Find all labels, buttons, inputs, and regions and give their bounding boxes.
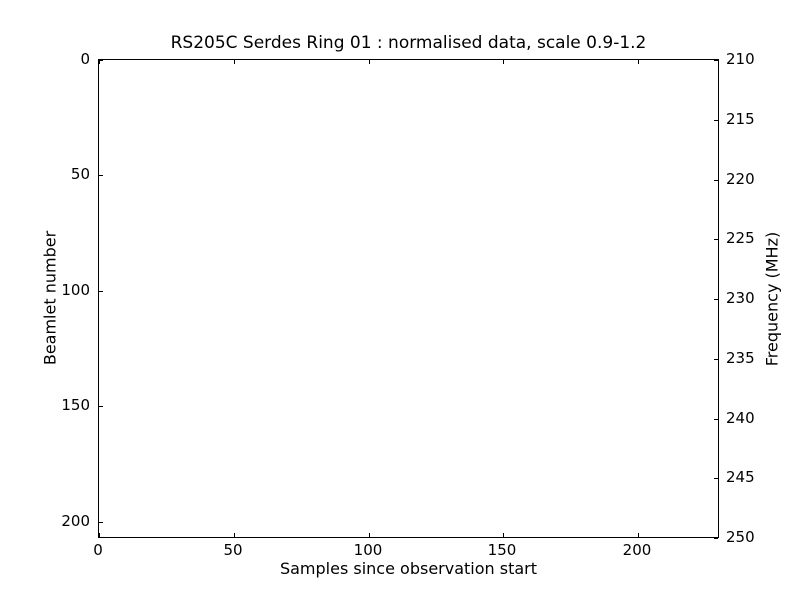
tick-mark [714, 239, 718, 240]
tick-mark [369, 533, 370, 537]
tick-mark [234, 60, 235, 64]
tick-mark [503, 533, 504, 537]
tick-mark [234, 533, 235, 537]
tick-mark [638, 533, 639, 537]
y-right-tick-label: 210 [726, 50, 755, 68]
y-right-tick-label: 230 [726, 289, 755, 307]
x-tick-label: 0 [93, 541, 103, 559]
x-tick-label: 200 [622, 541, 652, 559]
y-left-tick-label: 150 [61, 396, 90, 414]
y-right-tick-label: 250 [726, 528, 755, 546]
tick-mark [714, 478, 718, 479]
tick-mark [714, 419, 718, 420]
tick-mark [99, 60, 100, 64]
tick-mark [369, 60, 370, 64]
y-right-tick-label: 235 [726, 349, 755, 367]
tick-mark [503, 60, 504, 64]
y-right-tick-label: 220 [726, 170, 755, 188]
tick-mark [638, 60, 639, 64]
tick-mark [714, 180, 718, 181]
y-left-tick-label: 200 [61, 512, 90, 530]
tick-mark [714, 60, 718, 61]
x-tick-label: 50 [223, 541, 243, 559]
tick-mark [99, 60, 103, 61]
y-right-tick-label: 215 [726, 110, 755, 128]
tick-mark [99, 175, 103, 176]
tick-mark [714, 120, 718, 121]
x-axis-label: Samples since observation start [279, 559, 538, 578]
x-tick-label: 150 [487, 541, 517, 559]
y-left-tick-label: 0 [80, 50, 90, 68]
tick-mark [714, 299, 718, 300]
y-right-tick-label: 225 [726, 229, 755, 247]
chart-title: RS205C Serdes Ring 01 : normalised data,… [170, 33, 647, 53]
tick-mark [714, 538, 718, 539]
y-left-tick-label: 100 [61, 281, 90, 299]
tick-mark [99, 406, 103, 407]
plot-area [98, 59, 719, 539]
tick-mark [99, 291, 103, 292]
y-right-tick-label: 245 [726, 468, 755, 486]
y-left-tick-label: 50 [70, 165, 90, 183]
tick-mark [714, 359, 718, 360]
y-right-tick-label: 240 [726, 409, 755, 427]
x-tick-label: 100 [353, 541, 383, 559]
tick-mark [99, 522, 103, 523]
tick-mark [99, 533, 100, 537]
